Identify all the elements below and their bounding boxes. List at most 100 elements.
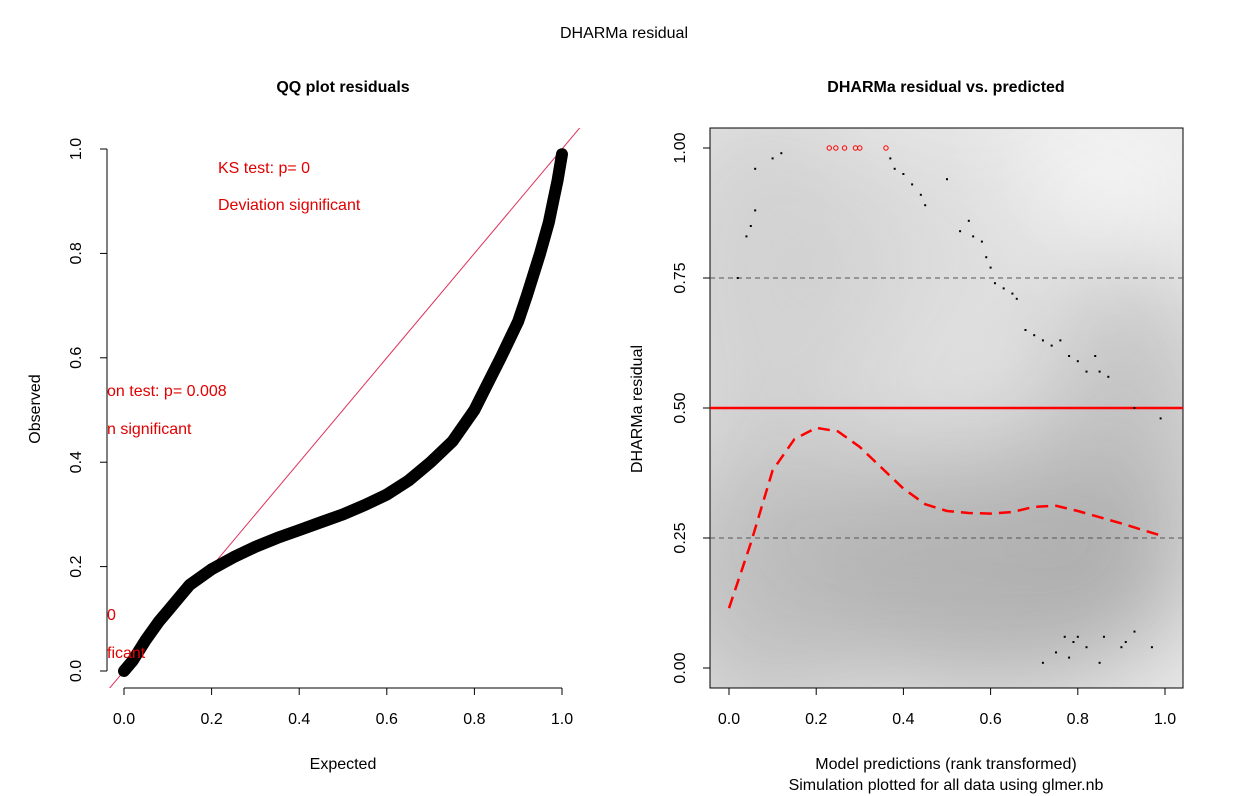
qq-x-tick-label: 0.0 [113, 711, 135, 728]
residual-point [1098, 370, 1101, 373]
residual-point [1076, 635, 1079, 638]
residual-point [1102, 635, 1105, 638]
residual-x-axis-label: Model predictions (rank transformed) [815, 756, 1076, 773]
residual-point [967, 219, 970, 222]
residual-point [924, 204, 927, 207]
density-background [710, 128, 1183, 688]
residual-point [980, 240, 983, 243]
residual-outlier-point [826, 145, 832, 151]
residual-point [754, 209, 757, 212]
residual-point [959, 230, 962, 233]
residual-point [1015, 297, 1018, 300]
residual-x-axis-sublabel: Simulation plotted for all data using gl… [789, 777, 1104, 794]
residual-point [1055, 651, 1057, 654]
qq-x-tick-label: 0.8 [463, 711, 485, 728]
residual-point [1085, 370, 1088, 373]
residual-point [993, 282, 996, 285]
residual-x-axis: 0.0 0.2 0.4 0.6 0.8 1.0 [718, 687, 1176, 728]
residual-plot-title: DHARMa residual vs. predicted [827, 79, 1064, 96]
residual-x-tick-label: 1.0 [1154, 711, 1176, 728]
qq-y-axis: 0.0 0.2 0.4 0.6 0.8 1.0 [68, 138, 108, 682]
residual-outlier-point [833, 145, 839, 151]
qq-x-ticks: 0.0 0.2 0.4 0.6 0.8 1.0 [113, 688, 573, 728]
residual-point [893, 167, 896, 170]
residual-y-tick-label: 0.75 [672, 262, 689, 293]
residual-point [989, 266, 992, 269]
qq-plot-panel: QQ plot residuals 0.0 0.2 0.4 0.6 0.8 1.0 0.0… [27, 79, 581, 773]
residual-y-tick-label: 0.00 [672, 652, 689, 683]
residual-x-tick-label: 0.2 [805, 711, 827, 728]
residual-point [1159, 417, 1162, 420]
residual-point [1072, 641, 1075, 643]
qq-y-tick-label: 1.0 [68, 138, 85, 160]
qq-annotations: KS test: p= 0 Deviation significant on t… [107, 160, 361, 662]
residual-point [1063, 635, 1066, 638]
outlier-deviation-text: ficant [107, 645, 146, 662]
residual-point [1094, 355, 1097, 357]
residual-point [754, 167, 757, 170]
residual-point [1133, 407, 1136, 409]
residual-point [1098, 661, 1101, 664]
ks-deviation-text: Deviation significant [218, 197, 361, 214]
residual-reference-lines [710, 277, 1183, 539]
figure-suptitle: DHARMa residual [560, 25, 688, 42]
qq-points-curve [118, 148, 568, 677]
residual-point [1011, 292, 1014, 295]
residual-point [749, 225, 752, 227]
residual-point [1059, 339, 1062, 342]
residual-y-axis: 0.00 0.25 0.50 0.75 1.00 [672, 132, 711, 684]
residual-point [889, 157, 892, 160]
residual-point [972, 235, 975, 238]
residual-y-tick-label: 1.00 [672, 132, 689, 163]
residual-point [1041, 661, 1044, 664]
qq-y-tick-label: 0.8 [68, 242, 85, 264]
qq-y-axis-label: Observed [27, 374, 44, 443]
qq-x-axis-label: Expected [310, 756, 377, 773]
qq-x-tick-label: 0.6 [376, 711, 398, 728]
residual-vs-predicted-panel: DHARMa residual vs. predicted 0.0 0.2 0.4 0… [629, 79, 1184, 794]
residual-x-tick-label: 0.6 [979, 711, 1001, 728]
residual-y-axis-label: DHARMa residual [629, 345, 646, 473]
residual-outlier-point [883, 145, 889, 151]
qq-y-tick-label: 0.6 [68, 347, 85, 369]
residual-x-tick-label: 0.8 [1067, 711, 1089, 728]
qq-y-tick-label: 0.2 [68, 555, 85, 577]
residual-point [1107, 375, 1110, 378]
residual-point [946, 178, 948, 181]
residual-point [1041, 339, 1044, 342]
quantile-regression-curve [727, 426, 1161, 609]
qq-y-tick-label: 0.0 [68, 660, 85, 682]
residual-point [1076, 360, 1079, 363]
residual-point [1002, 287, 1005, 290]
residual-outlier-point [857, 145, 863, 151]
residual-y-tick-label: 0.50 [672, 392, 689, 423]
residual-point [1120, 646, 1123, 649]
residual-point [745, 235, 748, 238]
residual-point [1024, 329, 1027, 331]
residual-points [736, 152, 1162, 664]
residual-point [1124, 641, 1127, 643]
residual-point [1068, 656, 1071, 659]
outlier-test-text: 0 [107, 607, 116, 624]
residual-x-ticks: 0.0 0.2 0.4 0.6 0.8 1.0 [718, 688, 1176, 728]
qq-y-tick-label: 0.4 [68, 451, 85, 473]
residual-point [1050, 344, 1053, 347]
qq-y-ticks: 0.0 0.2 0.4 0.6 0.8 1.0 [68, 138, 107, 682]
qq-x-tick-label: 0.2 [200, 711, 222, 728]
residual-point [911, 183, 914, 186]
qq-x-tick-label: 0.4 [288, 711, 310, 728]
residual-point [902, 173, 905, 175]
dispersion-test-text: on test: p= 0.008 [107, 383, 227, 400]
residual-point [736, 277, 739, 279]
residual-y-tick-label: 0.25 [672, 522, 689, 553]
residual-x-tick-label: 0.4 [892, 711, 914, 728]
qq-plot-title: QQ plot residuals [276, 79, 409, 96]
qq-x-tick-label: 1.0 [551, 711, 573, 728]
residual-point [985, 256, 988, 259]
residual-outlier-points [826, 145, 889, 151]
qq-x-axis: 0.0 0.2 0.4 0.6 0.8 1.0 [113, 687, 573, 728]
residual-outlier-point [841, 145, 848, 151]
residual-point [1133, 630, 1136, 633]
residual-point [1068, 355, 1071, 357]
